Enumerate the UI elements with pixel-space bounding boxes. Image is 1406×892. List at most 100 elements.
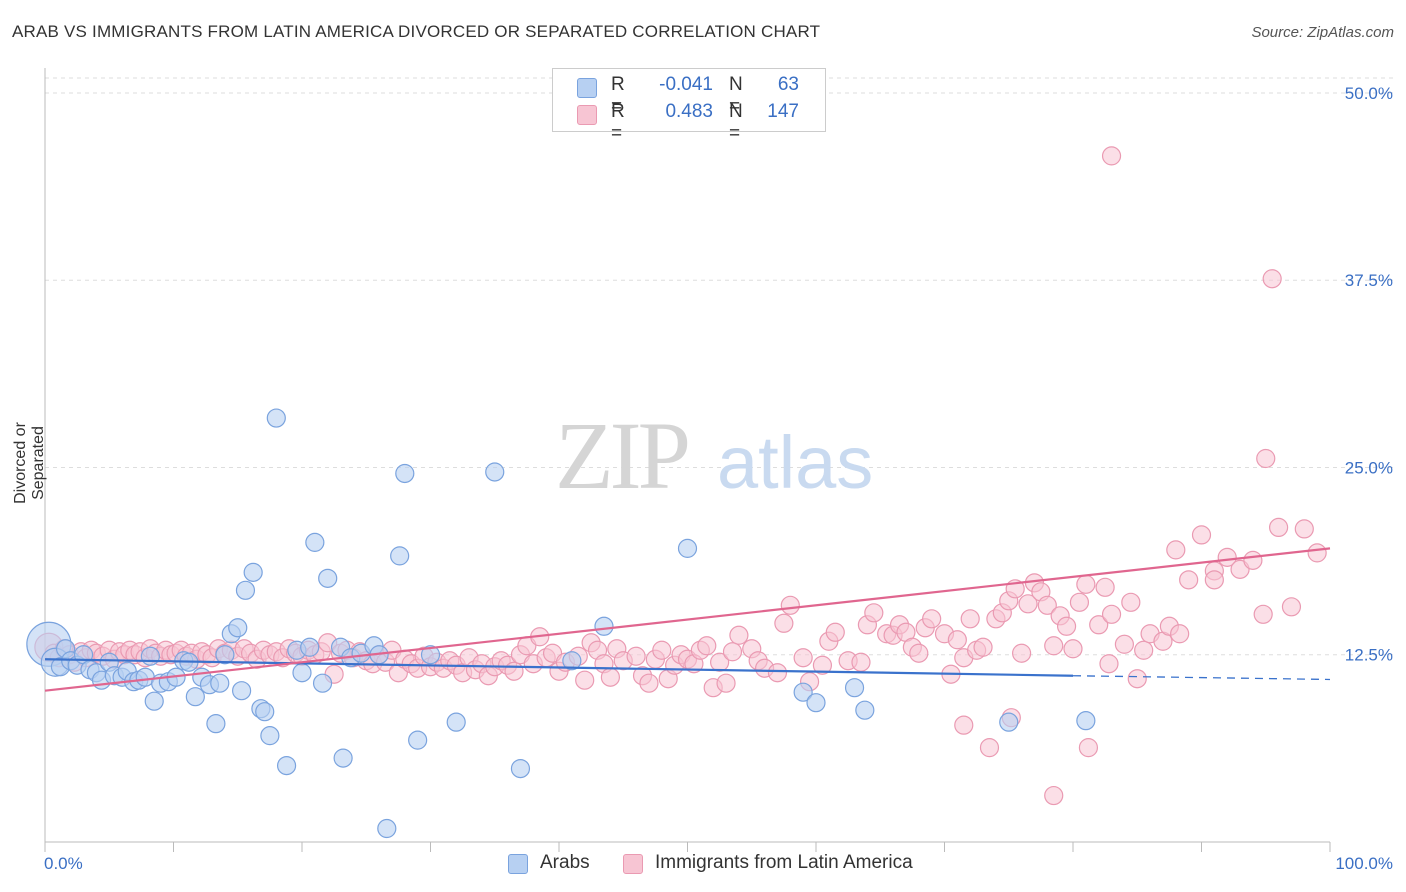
arab-point bbox=[999, 712, 1019, 732]
x-tick-labels: 0.0% 100.0% bbox=[44, 854, 1393, 873]
stats-legend: R = -0.041 N = 63 R = 0.483 N = 147 bbox=[552, 68, 826, 144]
y-tick-label: 12.5% bbox=[1345, 646, 1393, 665]
latin-point bbox=[1204, 570, 1224, 590]
x-tick-label: 100.0% bbox=[1335, 854, 1393, 873]
latin-point bbox=[722, 642, 743, 662]
arab-point bbox=[677, 538, 698, 558]
latin-point bbox=[1281, 597, 1302, 617]
watermark-atlas: atlas bbox=[717, 421, 873, 504]
arab-point bbox=[485, 462, 505, 482]
arab-point bbox=[260, 726, 280, 746]
latin-point bbox=[973, 637, 993, 657]
arab-point bbox=[266, 408, 286, 428]
latin-point bbox=[1089, 615, 1109, 635]
legend-arabs-swatch bbox=[508, 854, 528, 874]
arab-point bbox=[806, 693, 826, 713]
r-value: -0.041 bbox=[659, 74, 713, 95]
latin-point bbox=[1179, 570, 1199, 590]
latin-point bbox=[697, 636, 717, 656]
n-value: 147 bbox=[767, 101, 799, 122]
latin-point bbox=[1307, 543, 1327, 563]
series-legend: Arabs Immigrants from Latin America bbox=[0, 852, 1406, 878]
latin-point bbox=[780, 595, 800, 615]
n-label: N = bbox=[729, 101, 743, 144]
arab-point bbox=[232, 681, 252, 701]
arab-point bbox=[855, 700, 875, 720]
r-label: R = bbox=[611, 101, 625, 144]
watermark: ZIP atlas bbox=[555, 402, 873, 509]
latin-point bbox=[1127, 669, 1147, 689]
arab-point bbox=[210, 673, 230, 693]
arab-point bbox=[206, 714, 226, 734]
chart-title: ARAB VS IMMIGRANTS FROM LATIN AMERICA DI… bbox=[12, 22, 821, 41]
arab-point bbox=[420, 645, 441, 665]
n-value: 63 bbox=[777, 74, 799, 95]
latin-point bbox=[864, 603, 884, 623]
y-tick-label: 37.5% bbox=[1345, 271, 1393, 290]
latin-point bbox=[1121, 592, 1141, 612]
latin-point bbox=[922, 609, 942, 629]
arabs-swatch bbox=[577, 78, 597, 98]
latin-point bbox=[1170, 624, 1190, 644]
arab-point bbox=[408, 730, 428, 750]
n-label: N = bbox=[729, 74, 743, 117]
arab-point bbox=[446, 712, 466, 732]
latin-point bbox=[767, 663, 788, 683]
latin-point bbox=[851, 652, 871, 672]
latin-point bbox=[947, 630, 967, 650]
latin-point bbox=[1253, 604, 1273, 624]
latin-point bbox=[793, 648, 813, 668]
latin-point bbox=[1076, 574, 1096, 594]
latin-point bbox=[1037, 595, 1057, 615]
arab-point bbox=[318, 568, 338, 588]
latin-point bbox=[652, 640, 672, 660]
latin-point bbox=[1101, 146, 1122, 166]
latin-point bbox=[1044, 785, 1064, 806]
latin-point bbox=[504, 661, 524, 681]
latin-point bbox=[1011, 643, 1032, 663]
latin-point bbox=[909, 643, 929, 663]
latin-point bbox=[1069, 592, 1090, 612]
latin-point bbox=[774, 613, 794, 633]
latin-point bbox=[1243, 550, 1263, 570]
arab-point bbox=[185, 687, 205, 707]
latin-point bbox=[575, 670, 595, 690]
r-value: 0.483 bbox=[665, 101, 713, 122]
latin-point bbox=[1262, 269, 1282, 289]
latin-point bbox=[1099, 654, 1119, 674]
legend-latin-swatch bbox=[623, 854, 643, 874]
latin-point bbox=[1078, 738, 1099, 758]
latin-point bbox=[1095, 577, 1115, 597]
arab-point bbox=[562, 651, 582, 671]
arab-point bbox=[390, 546, 410, 566]
arab-point bbox=[312, 673, 333, 693]
latin-point bbox=[1191, 525, 1212, 545]
latin-swatch bbox=[577, 105, 597, 125]
legend-latin-label: Immigrants from Latin America bbox=[655, 852, 913, 873]
arab-point bbox=[144, 691, 164, 711]
x-tick-label: 0.0% bbox=[44, 854, 83, 873]
arab-point bbox=[235, 580, 256, 600]
latin-point bbox=[960, 609, 980, 629]
latin-point bbox=[1166, 540, 1186, 560]
latin-point bbox=[1056, 616, 1077, 636]
latin-point bbox=[1018, 594, 1038, 614]
y-axis-label: Divorced or Separated bbox=[12, 422, 47, 504]
latin-point bbox=[1256, 448, 1276, 469]
arab-point bbox=[140, 646, 160, 666]
latin-point bbox=[1063, 639, 1083, 659]
arab-point bbox=[276, 755, 297, 776]
r-label: R = bbox=[611, 74, 625, 117]
trend-lines bbox=[44, 547, 1331, 692]
arab-point bbox=[793, 682, 813, 702]
arab-point bbox=[510, 758, 531, 779]
latin-point bbox=[812, 655, 833, 675]
arab-point bbox=[243, 562, 263, 582]
arab-point bbox=[300, 637, 320, 657]
arab-point bbox=[844, 678, 865, 698]
y-tick-labels: 12.5% 25.0% 37.5% 50.0% bbox=[1345, 84, 1393, 665]
latin-point bbox=[729, 625, 749, 645]
arab-point bbox=[292, 663, 312, 683]
latin-point bbox=[710, 652, 730, 672]
